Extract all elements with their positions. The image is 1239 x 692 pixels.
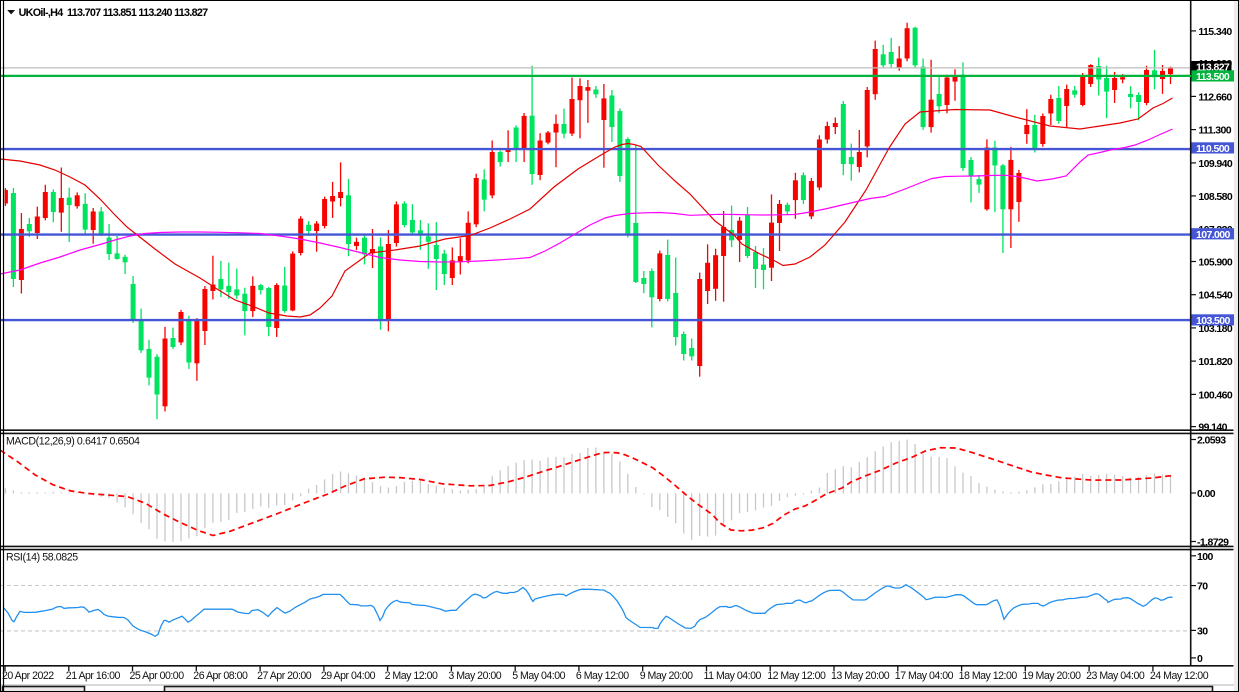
svg-text:30: 30 [1197,625,1208,637]
svg-text:29 Apr 04:00: 29 Apr 04:00 [321,670,376,682]
svg-text:105.900: 105.900 [1198,257,1233,269]
svg-text:100: 100 [1197,551,1213,563]
svg-text:99.140: 99.140 [1198,422,1227,434]
svg-text:25 Apr 00:00: 25 Apr 00:00 [130,670,185,682]
svg-text:6 May 12:00: 6 May 12:00 [576,670,629,682]
svg-text:9 May 20:00: 9 May 20:00 [640,670,693,682]
svg-text:3 May 20:00: 3 May 20:00 [448,670,501,682]
svg-text:108.580: 108.580 [1198,191,1233,203]
svg-text:RSI(14) 58.0825: RSI(14) 58.0825 [6,552,78,564]
svg-text:19 May 20:00: 19 May 20:00 [1022,670,1081,682]
svg-text:-1.8729: -1.8729 [1197,537,1229,549]
svg-text:109.940: 109.940 [1198,158,1233,170]
svg-text:101.820: 101.820 [1198,356,1233,368]
svg-text:110.500: 110.500 [1196,143,1230,155]
svg-text:21 Apr 16:00: 21 Apr 16:00 [66,670,121,682]
svg-text:20 Apr 2022: 20 Apr 2022 [2,670,54,682]
svg-text:23 May 04:00: 23 May 04:00 [1086,670,1145,682]
svg-text:70: 70 [1197,581,1208,593]
svg-text:24 May 12:00: 24 May 12:00 [1150,670,1209,682]
svg-text:103.180: 103.180 [1198,323,1233,335]
svg-text:26 Apr 08:00: 26 Apr 08:00 [193,670,248,682]
svg-text:111.300: 111.300 [1198,125,1231,137]
svg-text:12 May 12:00: 12 May 12:00 [767,670,826,682]
svg-text:MACD(12,26,9) 0.6417 0.6504: MACD(12,26,9) 0.6417 0.6504 [6,436,140,448]
svg-text:17 May 04:00: 17 May 04:00 [895,670,954,682]
svg-text:0.00: 0.00 [1197,488,1216,500]
svg-text:104.540: 104.540 [1198,290,1233,302]
svg-text:2 May 12:00: 2 May 12:00 [385,670,438,682]
svg-text:5 May 04:00: 5 May 04:00 [512,670,565,682]
svg-text:115.340: 115.340 [1198,26,1232,38]
svg-text:113.500: 113.500 [1196,71,1230,83]
svg-text:UKOil-,H4 113.707 113.851 113: UKOil-,H4 113.707 113.851 113.240 113.82… [19,7,209,19]
svg-text:107.000: 107.000 [1196,229,1231,241]
svg-text:112.660: 112.660 [1198,91,1232,103]
svg-text:11 May 04:00: 11 May 04:00 [704,670,762,682]
svg-text:103.500: 103.500 [1196,315,1231,327]
svg-text:27 Apr 20:00: 27 Apr 20:00 [257,670,312,682]
svg-text:2.0593: 2.0593 [1197,435,1226,447]
svg-text:13 May 20:00: 13 May 20:00 [831,670,890,682]
svg-text:0: 0 [1197,653,1203,665]
svg-text:100.460: 100.460 [1198,389,1233,401]
svg-text:18 May 12:00: 18 May 12:00 [959,670,1018,682]
